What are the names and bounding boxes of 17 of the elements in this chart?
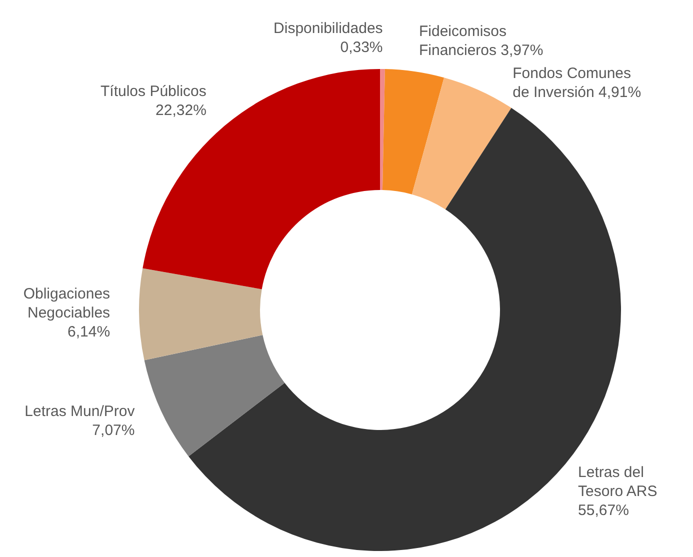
data-label: 7,07% — [92, 422, 135, 439]
slice-label: Letras Mun/Prov — [24, 402, 136, 420]
donut-slice — [139, 268, 263, 360]
data-label: 55,67% — [578, 502, 629, 520]
data-label: 22,32% — [156, 102, 206, 120]
slice-label: Títulos Públicos — [100, 83, 206, 100]
slice-label: Obligaciones Negociables — [23, 285, 110, 322]
donut-slice — [380, 69, 385, 190]
slice-label: Fideicomisos Financieros 3,97% — [418, 22, 544, 59]
slice-label: Fondos Comunes de Inversión 4,91% — [512, 64, 642, 101]
donut-slice — [144, 335, 285, 456]
donut-slice — [382, 69, 444, 194]
slice-label: Disponibilidades — [274, 20, 383, 38]
donut-slice — [412, 78, 512, 210]
slice-label: Letras del Tesoro ARS — [578, 464, 658, 500]
data-label: 0,33% — [340, 39, 383, 56]
data-label: 6,14% — [67, 323, 110, 340]
